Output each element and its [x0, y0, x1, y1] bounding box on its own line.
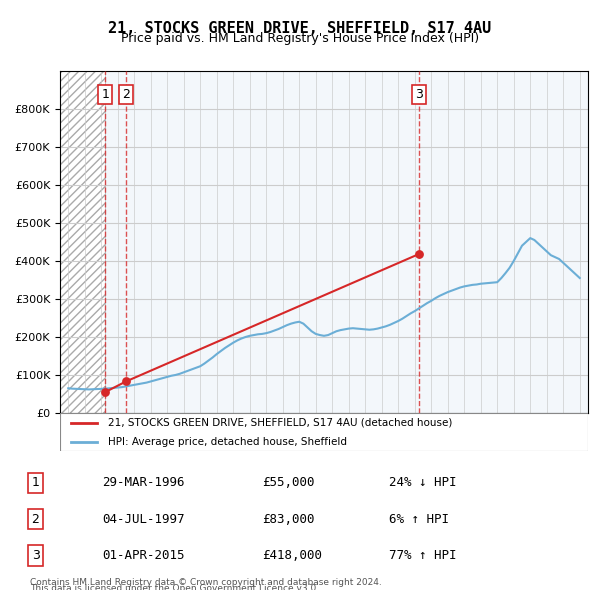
Text: Contains HM Land Registry data © Crown copyright and database right 2024.: Contains HM Land Registry data © Crown c…	[30, 578, 382, 587]
Text: 04-JUL-1997: 04-JUL-1997	[102, 513, 184, 526]
Text: 21, STOCKS GREEN DRIVE, SHEFFIELD, S17 4AU (detached house): 21, STOCKS GREEN DRIVE, SHEFFIELD, S17 4…	[107, 418, 452, 428]
Text: 1: 1	[101, 88, 109, 101]
Text: 3: 3	[32, 549, 40, 562]
Text: 21, STOCKS GREEN DRIVE, SHEFFIELD, S17 4AU: 21, STOCKS GREEN DRIVE, SHEFFIELD, S17 4…	[109, 21, 491, 35]
Text: £418,000: £418,000	[262, 549, 322, 562]
Text: 29-MAR-1996: 29-MAR-1996	[102, 476, 184, 489]
Point	[414, 250, 424, 259]
Text: HPI: Average price, detached house, Sheffield: HPI: Average price, detached house, Shef…	[107, 437, 347, 447]
Point	[121, 377, 131, 386]
Bar	[105, 71, 588, 413]
FancyBboxPatch shape	[60, 413, 588, 451]
Text: Price paid vs. HM Land Registry's House Price Index (HPI): Price paid vs. HM Land Registry's House …	[121, 32, 479, 45]
Text: 2: 2	[122, 88, 130, 101]
Text: This data is licensed under the Open Government Licence v3.0.: This data is licensed under the Open Gov…	[30, 584, 319, 590]
Text: £83,000: £83,000	[262, 513, 314, 526]
Text: 01-APR-2015: 01-APR-2015	[102, 549, 184, 562]
Text: 6% ↑ HPI: 6% ↑ HPI	[389, 513, 449, 526]
Text: £55,000: £55,000	[262, 476, 314, 489]
Text: 77% ↑ HPI: 77% ↑ HPI	[389, 549, 457, 562]
Text: 3: 3	[415, 88, 423, 101]
Bar	[60, 71, 105, 413]
Text: 1: 1	[32, 476, 40, 489]
Text: 24% ↓ HPI: 24% ↓ HPI	[389, 476, 457, 489]
Text: 2: 2	[32, 513, 40, 526]
Point	[100, 388, 110, 397]
